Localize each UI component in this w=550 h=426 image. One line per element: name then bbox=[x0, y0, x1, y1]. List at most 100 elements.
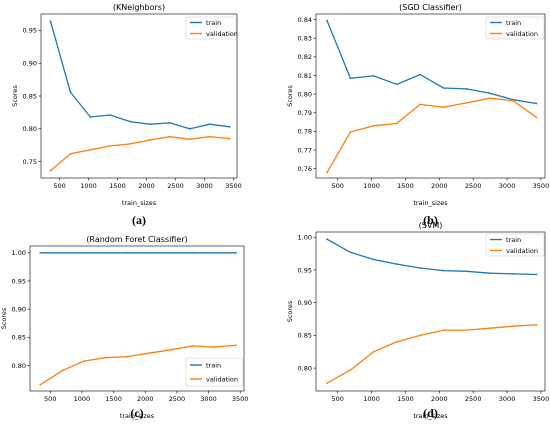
data-point-train bbox=[326, 238, 328, 241]
data-point-validation bbox=[488, 327, 491, 330]
data-point-validation bbox=[535, 116, 538, 119]
data-point-validation bbox=[512, 325, 515, 328]
series-line-validation bbox=[326, 324, 537, 384]
x-tick-label: 2000 bbox=[431, 395, 448, 403]
data-point-validation bbox=[442, 329, 445, 332]
data-point-train bbox=[488, 92, 491, 95]
series-line-train bbox=[326, 20, 537, 105]
x-tick-label: 1000 bbox=[74, 395, 91, 403]
y-tick-label: 0.85 bbox=[298, 332, 312, 340]
data-point-train bbox=[208, 123, 211, 126]
data-point-train bbox=[395, 83, 398, 86]
data-point-train bbox=[372, 74, 375, 77]
data-point-train bbox=[213, 251, 216, 254]
data-point-train bbox=[442, 269, 445, 272]
legend: train validation bbox=[185, 16, 238, 40]
y-tick-label: 0.84 bbox=[298, 16, 312, 24]
legend: train validation bbox=[485, 16, 545, 40]
chart-panel-3: (SVM) 500 1000 1500 2000 2500 3000 3500 0.80 0.85… bbox=[286, 221, 549, 420]
legend: train validation bbox=[485, 233, 545, 257]
legend-label-validation: validation bbox=[206, 30, 238, 38]
data-point-train bbox=[349, 77, 352, 80]
x-tick-label: 3000 bbox=[499, 395, 516, 403]
data-point-train bbox=[169, 251, 172, 254]
chart-title: (SGD Classifier) bbox=[399, 3, 462, 12]
data-point-train bbox=[512, 272, 515, 275]
chart-panel-2: (Random Foret Classifier) 500 1000 1500 2000… bbox=[0, 235, 248, 420]
data-point-train bbox=[235, 251, 237, 254]
data-point-validation bbox=[395, 122, 398, 125]
data-point-train bbox=[465, 88, 468, 90]
legend-label-train: train bbox=[506, 19, 521, 27]
y-tick-label: 0.78 bbox=[298, 128, 312, 136]
data-point-train bbox=[372, 258, 375, 261]
y-tick-label: 0.83 bbox=[298, 35, 312, 43]
data-point-validation bbox=[149, 139, 151, 141]
x-tick-label: 1500 bbox=[397, 395, 414, 403]
y-tick-label: 0.82 bbox=[298, 53, 312, 61]
x-tick-label: 2500 bbox=[167, 182, 184, 190]
y-tick-label: 0.95 bbox=[298, 266, 312, 274]
legend-label-train: train bbox=[506, 236, 521, 244]
data-point-train bbox=[148, 251, 150, 254]
data-point-validation bbox=[69, 152, 72, 155]
x-tick-label: 2500 bbox=[169, 395, 186, 403]
data-point-train bbox=[39, 251, 42, 254]
y-tick-label: 0.95 bbox=[12, 277, 26, 285]
y-tick-label: 0.80 bbox=[23, 125, 37, 133]
x-tick-label: 1000 bbox=[363, 395, 380, 403]
x-tick-label: 2000 bbox=[138, 182, 155, 190]
y-tick-label: 0.85 bbox=[23, 92, 37, 100]
data-point-train bbox=[169, 121, 171, 124]
data-point-train bbox=[395, 263, 398, 265]
data-point-validation bbox=[372, 124, 375, 127]
data-point-train bbox=[61, 251, 63, 254]
x-tick-label: 2500 bbox=[465, 395, 482, 403]
x-tick-label: 1000 bbox=[80, 182, 97, 190]
y-tick-label: 0.85 bbox=[12, 334, 26, 342]
data-point-validation bbox=[109, 144, 112, 147]
plot-frame bbox=[29, 245, 245, 392]
panel-caption: (b) bbox=[423, 213, 438, 227]
data-point-validation bbox=[419, 103, 421, 106]
chart-panel-0: (KNeighbors) 500 1000 1500 2000 2500 3000 3500 0… bbox=[11, 3, 242, 227]
data-point-validation bbox=[535, 324, 538, 326]
legend-label-train: train bbox=[206, 361, 221, 369]
x-axis-label: train_sizes bbox=[413, 199, 448, 207]
y-tick-label: 0.76 bbox=[298, 165, 312, 173]
data-point-validation bbox=[169, 135, 171, 138]
chart-title: (Random Foret Classifier) bbox=[86, 235, 187, 244]
legend-label-validation: validation bbox=[506, 30, 538, 38]
data-point-validation bbox=[188, 138, 191, 141]
data-point-train bbox=[442, 87, 445, 89]
data-point-validation bbox=[129, 142, 131, 145]
data-point-validation bbox=[488, 97, 491, 100]
x-tick-label: 500 bbox=[53, 182, 65, 190]
x-tick-label: 2500 bbox=[465, 182, 482, 190]
x-tick-label: 1000 bbox=[363, 182, 380, 190]
x-tick-label: 2000 bbox=[431, 182, 448, 190]
data-point-validation bbox=[82, 360, 85, 362]
data-point-train bbox=[109, 114, 112, 116]
data-point-train bbox=[488, 272, 491, 275]
data-point-train bbox=[126, 251, 129, 254]
data-point-train bbox=[188, 127, 191, 130]
data-point-validation bbox=[104, 356, 107, 359]
y-tick-label: 0.80 bbox=[298, 90, 312, 98]
data-point-validation bbox=[89, 148, 92, 151]
data-point-train bbox=[129, 120, 131, 123]
x-tick-label: 1500 bbox=[109, 182, 126, 190]
y-tick-label: 0.90 bbox=[12, 305, 26, 313]
panel-caption: (c) bbox=[130, 406, 143, 420]
data-point-train bbox=[49, 20, 52, 23]
data-point-validation bbox=[169, 348, 172, 351]
y-axis-label: Scores bbox=[0, 307, 8, 329]
data-point-validation bbox=[419, 334, 421, 337]
y-tick-label: 1.00 bbox=[298, 234, 312, 242]
data-point-train bbox=[535, 273, 538, 276]
x-axis-label: train_sizes bbox=[413, 412, 448, 420]
chart-title: (SVM) bbox=[419, 221, 443, 230]
data-point-train bbox=[82, 251, 85, 254]
data-point-train bbox=[419, 267, 421, 269]
x-tick-label: 3500 bbox=[533, 182, 550, 190]
